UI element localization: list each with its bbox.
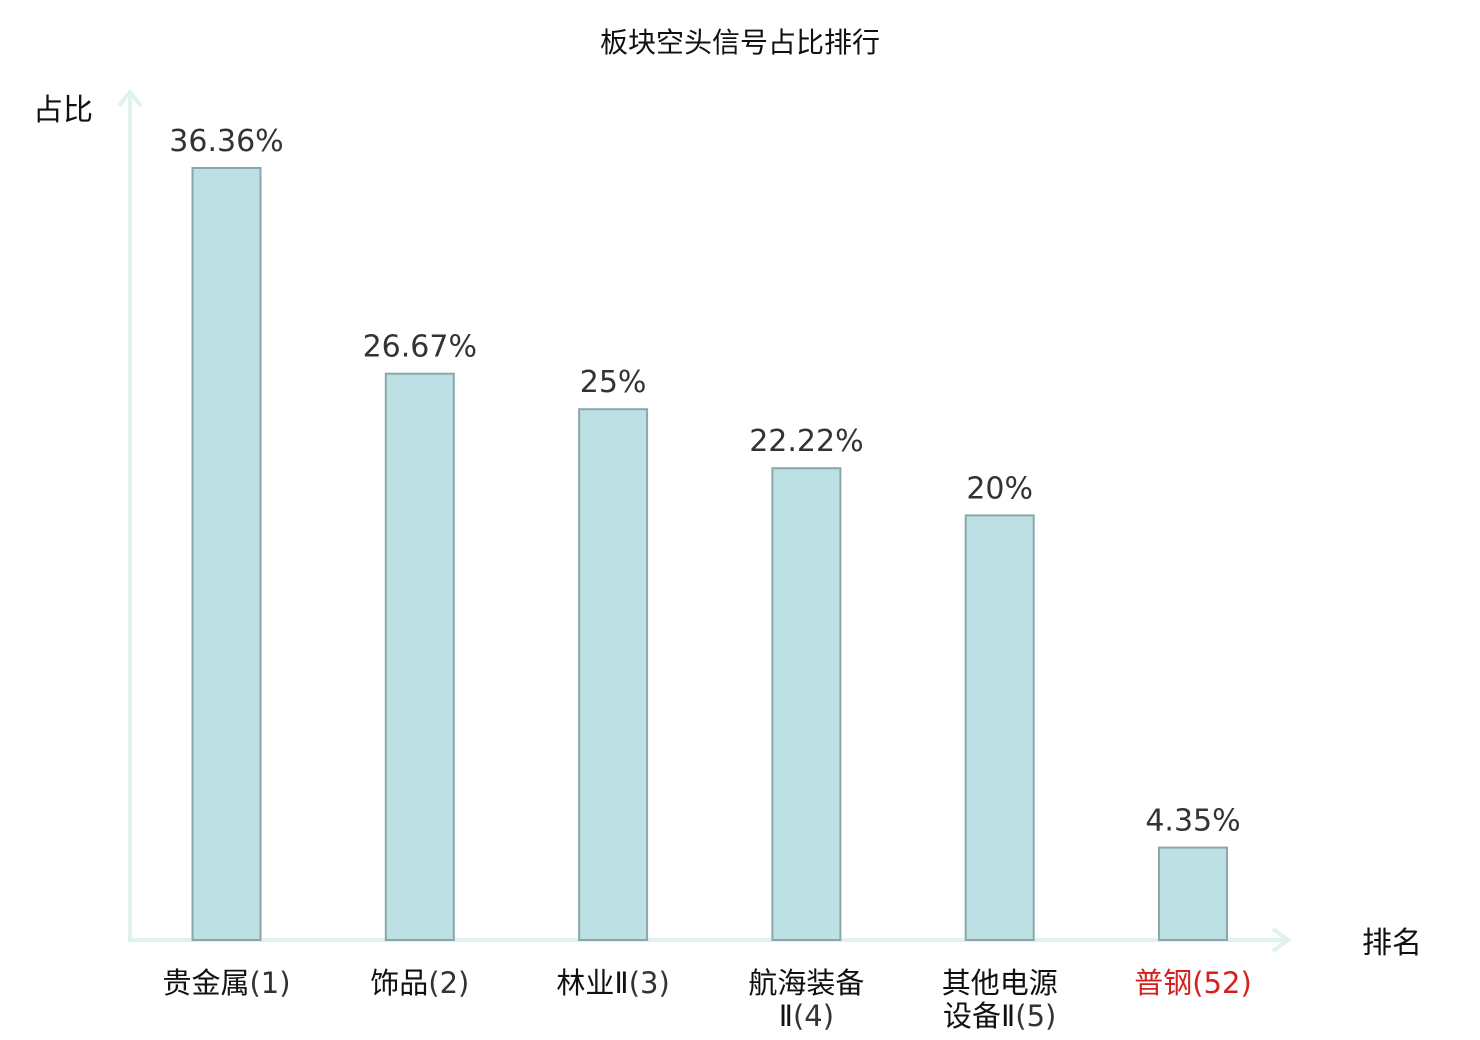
bar: [771, 467, 842, 941]
bar: [384, 372, 455, 941]
bar: [964, 514, 1035, 942]
y-axis: [117, 88, 143, 940]
data-label: 36.36%: [169, 124, 283, 159]
x-axis: [128, 927, 1292, 953]
tick-label: 林业Ⅱ(3): [556, 966, 669, 1000]
data-label: 4.35%: [1145, 804, 1240, 839]
data-label: 20%: [966, 471, 1033, 506]
data-label: 25%: [580, 365, 647, 400]
y-axis-label: 占比: [33, 93, 93, 128]
data-label: 26.67%: [363, 330, 477, 365]
x-axis-arrow-icon: [1271, 927, 1292, 953]
chart-title: 板块空头信号占比排行: [600, 26, 880, 59]
data-label: 22.22%: [749, 424, 863, 459]
y-axis-arrow-icon: [117, 88, 143, 108]
tick-label: 贵金属(1): [162, 966, 290, 1000]
tick-label: 其他电源设备Ⅱ(5): [942, 966, 1058, 1033]
bar: [191, 167, 262, 941]
tick-label: 航海装备 Ⅱ(4): [748, 966, 864, 1033]
bar: [1158, 846, 1228, 941]
bar-series: 36.36% 贵金属(1) 26.67% 饰品(2) 25% 林业Ⅱ(3) 22.22% 航海…: [162, 124, 1251, 1033]
tick-label: 普钢(52): [1134, 966, 1252, 1000]
x-axis-label: 排名: [1362, 926, 1422, 961]
bar: [578, 408, 649, 941]
tick-label: 饰品(2): [370, 966, 469, 1000]
